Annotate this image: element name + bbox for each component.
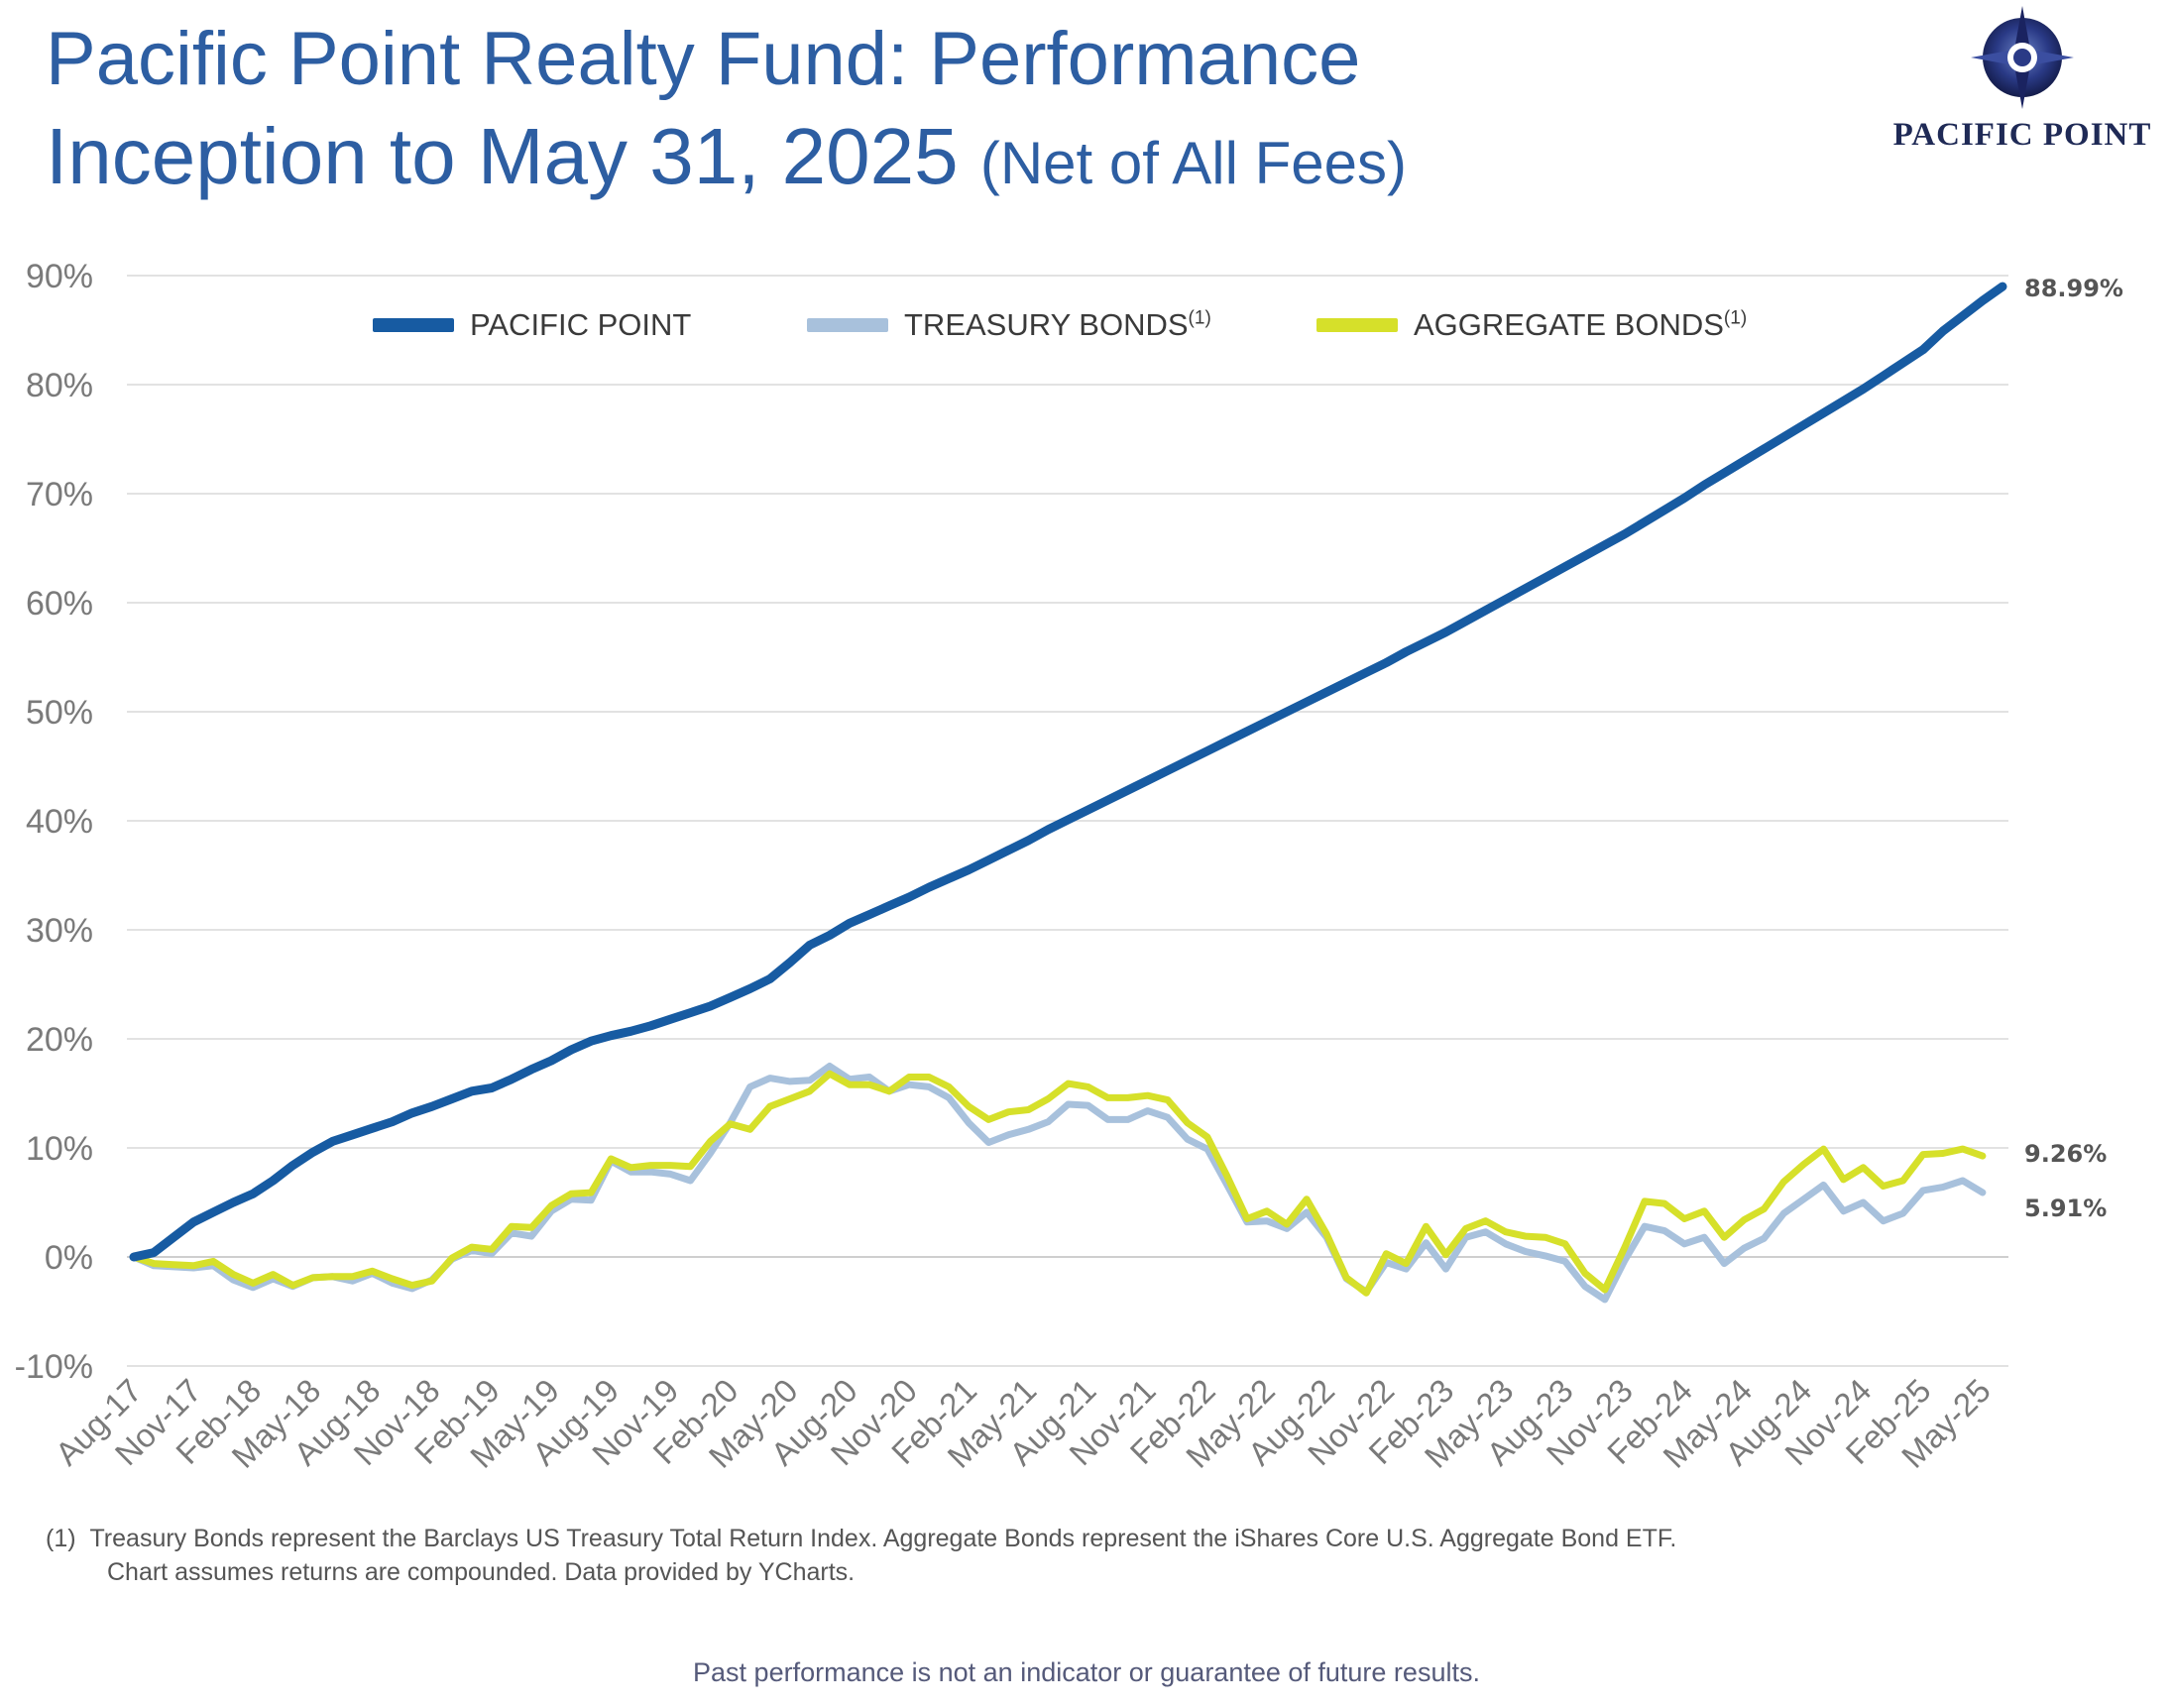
y-tick-label: 20%: [26, 1021, 93, 1059]
subtitle-note: (Net of All Fees): [979, 130, 1407, 196]
series-line-treasury-bonds: [130, 1063, 1987, 1304]
legend-note-aggregate: (1): [1723, 307, 1748, 329]
y-tick-label: 50%: [26, 694, 93, 732]
y-tick-label: 40%: [26, 803, 93, 841]
legend-swatch-aggregate: [1316, 318, 1398, 332]
legend-swatch-pacific-point: [373, 318, 454, 332]
y-tick-label: 30%: [26, 912, 93, 950]
legend-label-aggregate: AGGREGATE BONDS(1): [1414, 307, 1747, 343]
legend-note-treasury: (1): [1188, 307, 1211, 329]
page-subtitle: Inception to May 31, 2025 (Net of All Fe…: [46, 117, 1407, 196]
y-tick-label: 90%: [26, 258, 93, 295]
footnote-line-2: Chart assumes returns are compounded. Da…: [107, 1558, 856, 1586]
logo: PACIFIC POINT: [1874, 6, 2171, 155]
legend-item-aggregate: AGGREGATE BONDS(1): [1316, 307, 1747, 343]
legend-item-treasury: TREASURY BONDS(1): [807, 307, 1211, 343]
y-tick-label: 60%: [26, 585, 93, 623]
series-line-pacific-point: [129, 282, 2007, 1262]
footnote-marker: (1): [46, 1525, 76, 1552]
y-tick-label: 70%: [26, 476, 93, 513]
y-tick-label: 80%: [26, 367, 93, 404]
legend-swatch-treasury: [807, 318, 888, 332]
page-title: Pacific Point Realty Fund: Performance: [46, 17, 1361, 101]
legend-label-pacific-point: PACIFIC POINT: [470, 307, 692, 342]
end-value-label: 88.99%: [2024, 275, 2123, 302]
disclaimer: Past performance is not an indicator or …: [693, 1657, 1480, 1687]
legend-text-aggregate: AGGREGATE BONDS: [1414, 307, 1724, 342]
logo-wordmark: PACIFIC POINT: [1892, 117, 2152, 153]
y-tick-label: -10%: [15, 1348, 93, 1386]
y-tick-label: 0%: [45, 1239, 93, 1277]
footnote: (1) Treasury Bonds represent the Barclay…: [46, 1522, 1676, 1589]
legend-text-treasury: TREASURY BONDS: [904, 307, 1189, 342]
performance-chart: -10%0%10%20%30%40%50%60%70%80%90%Aug-17N…: [15, 258, 2123, 1475]
series-line-aggregate-bonds: [130, 1070, 1987, 1297]
legend-label-treasury: TREASURY BONDS(1): [904, 307, 1211, 343]
subtitle-main: Inception to May 31, 2025: [46, 112, 959, 200]
footnote-line-1: Treasury Bonds represent the Barclays US…: [89, 1525, 1677, 1552]
end-value-label: 5.91%: [2024, 1195, 2107, 1222]
y-tick-label: 10%: [26, 1130, 93, 1168]
end-value-label: 9.26%: [2024, 1140, 2107, 1168]
compass-star-icon: [1971, 6, 2074, 109]
legend-item-pacific-point: PACIFIC POINT: [373, 307, 691, 343]
